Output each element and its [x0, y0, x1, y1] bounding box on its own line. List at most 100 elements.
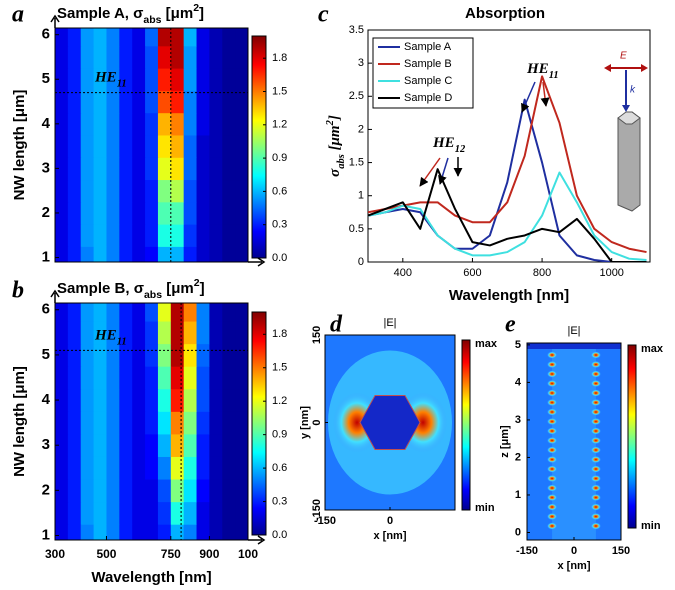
heatmap-cell: [80, 224, 95, 247]
heatmap-cell: [80, 134, 95, 158]
colorbar-tick-label: 1.5: [272, 362, 287, 374]
y-tick-label: 5: [42, 70, 50, 87]
field-hotspot: [590, 361, 601, 368]
heatmap-cell: [106, 201, 120, 225]
heatmap-cell: [106, 456, 120, 480]
heatmap-cell: [106, 179, 120, 203]
arrow: [438, 157, 449, 185]
heatmap-cell: [157, 456, 172, 480]
heatmap-cell: [196, 112, 210, 136]
heatmap-cell: [170, 321, 185, 345]
x-axis-label: Wavelength [nm]: [449, 287, 569, 304]
colorbar: [251, 311, 267, 536]
y-tick-label: 1: [42, 249, 50, 266]
field-hotspot: [547, 389, 558, 397]
heatmap-cell: [93, 433, 107, 457]
panel-title-part: 2: [193, 2, 199, 14]
heatmap-cell: [119, 68, 133, 91]
axis-arrow: [248, 257, 266, 267]
heatmap-cell: [55, 303, 69, 322]
heatmap-cell: [132, 303, 146, 322]
heatmap-cell: [170, 479, 185, 503]
series-line: [368, 171, 647, 262]
field-hotspot: [590, 513, 601, 520]
heatmap-cell: [209, 224, 223, 247]
heatmap-cell: [235, 134, 248, 158]
x-tick-label: 400: [394, 267, 412, 279]
y-tick-label: 2: [42, 204, 50, 221]
heatmap-cell: [93, 224, 107, 247]
heatmap-cell: [106, 343, 120, 367]
heatmap-cell: [145, 456, 159, 480]
heatmap-cell: [209, 321, 223, 345]
heatmap-cell: [145, 179, 159, 203]
heatmap-cell: [80, 501, 95, 525]
field-hotspot: [590, 389, 601, 397]
y-tick-label: 0: [311, 419, 323, 425]
heatmap-cell: [106, 112, 120, 136]
heatmap-cell: [209, 411, 223, 435]
wire-cross-section: [359, 395, 421, 450]
heatmap-cell: [209, 112, 223, 136]
heatmap-cell: [80, 524, 95, 540]
heatmap-cell: [170, 157, 185, 181]
heatmap-cell: [209, 68, 223, 91]
heatmap-cell: [235, 479, 248, 503]
heatmap-cell: [170, 433, 185, 457]
heatmap-cell: [80, 366, 95, 390]
heatmap-cells: [55, 303, 248, 540]
x-tick-label: 0: [387, 515, 393, 527]
heatmap-cell: [55, 411, 69, 435]
heatmap-cell: [235, 246, 248, 262]
heatmap-cell: [67, 433, 82, 457]
heatmap-cell: [119, 112, 133, 136]
y-axis-label-part: 2: [325, 119, 336, 126]
heatmap-cell: [106, 224, 120, 247]
x-axis-label: x [nm]: [374, 530, 407, 542]
heatmap-cell: [106, 524, 120, 540]
heatmap-cell: [170, 303, 185, 322]
mode-label-part: HE: [94, 328, 117, 344]
y-axis-label-part: abs: [336, 154, 347, 169]
heatmap-cell: [67, 388, 82, 412]
heatmap-cell: [80, 179, 95, 203]
panel-title: Sample B, σabs [μm2]: [57, 277, 205, 301]
heatmap-cell: [55, 112, 69, 136]
heatmap-cell: [119, 28, 133, 47]
y-tick-label: 150: [311, 326, 323, 344]
heatmap-cell: [157, 343, 172, 367]
heatmap-cell: [183, 157, 198, 181]
heatmap-cell: [67, 411, 82, 435]
heatmap-cell: [145, 501, 159, 525]
heatmap-cell: [93, 45, 107, 69]
panel-title-part: [μm: [162, 5, 194, 22]
heatmap-cell: [106, 90, 120, 114]
heatmap-cell: [93, 246, 107, 262]
heatmap-cell: [132, 157, 146, 181]
heatmap-cell: [183, 90, 198, 114]
heatmap-cell: [157, 433, 172, 457]
heatmap-cell: [67, 112, 82, 136]
heatmap-cell: [222, 501, 236, 525]
heatmap-cell: [132, 321, 146, 345]
heatmap-cell: [106, 501, 120, 525]
heatmap-cell: [222, 45, 236, 69]
heatmap-cell: [145, 112, 159, 136]
heatmap-cell: [157, 246, 172, 262]
panel-title-part: ]: [200, 280, 205, 297]
heatmap-cell: [80, 479, 95, 503]
heatmap-cell: [235, 456, 248, 480]
heatmap-cell: [157, 524, 172, 540]
heatmap-cell: [93, 501, 107, 525]
heatmap-cell: [170, 112, 185, 136]
heatmap-cell: [80, 303, 95, 322]
y-tick-label: 1: [515, 489, 521, 501]
heatmap-cell: [170, 90, 185, 114]
heatmap-cell: [55, 479, 69, 503]
heatmap-cell: [196, 303, 210, 322]
heatmap-cell: [106, 411, 120, 435]
y-axis-label-part: [μm: [327, 125, 343, 154]
heatmap-cell: [67, 157, 82, 181]
heatmap-cell: [119, 90, 133, 114]
heatmap-cell: [235, 433, 248, 457]
